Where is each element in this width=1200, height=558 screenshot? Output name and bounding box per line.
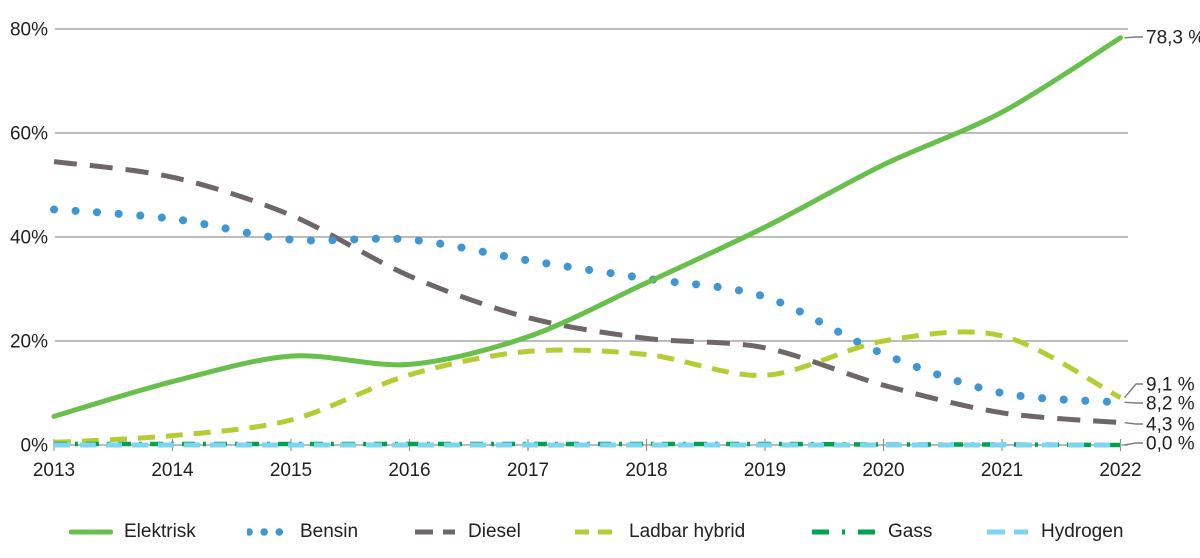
y-tick-label: 60% [10, 124, 48, 145]
end-label-leader-elektrisk [1124, 36, 1143, 39]
x-tick-label: 2018 [625, 460, 667, 481]
series-line-bensin [50, 205, 1125, 407]
legend-item-gass: Gass [810, 517, 932, 547]
legend-marker-diesel [415, 529, 455, 535]
legend-marker-gass [812, 529, 875, 535]
x-tick-label: 2019 [744, 460, 786, 481]
end-label-leader-diesel [1124, 421, 1143, 425]
legend-marker-ladbar-hybrid [575, 529, 616, 535]
legend-marker-bensin [247, 528, 289, 536]
end-value-label-diesel: 4,3 % [1146, 415, 1195, 436]
legend-item-diesel: Diesel [413, 517, 521, 547]
legend-label-hydrogen: Hydrogen [1041, 521, 1124, 542]
legend-item-bensin: Bensin [247, 517, 358, 547]
end-value-label-ladbar-hybrid: 9,1 % [1146, 375, 1195, 396]
legend-item-elektrisk: Elektrisk [69, 517, 196, 547]
x-tick-label: 2014 [151, 460, 194, 481]
legend-marker-hydrogen [987, 529, 1028, 535]
y-tick-label: 20% [10, 332, 48, 353]
series-line-elektrisk [51, 35, 1123, 419]
legend-item-hydrogen: Hydrogen [985, 517, 1123, 547]
legend-marker-elektrisk [69, 529, 113, 535]
x-tick-label: 2021 [981, 460, 1023, 481]
series-line-ladbar-hybrid [53, 329, 1122, 445]
end-label-leader-ladbar-hybrid [1123, 383, 1143, 399]
x-tick-label: 2022 [1099, 460, 1141, 481]
legend-label-ladbar-hybrid: Ladbar hybrid [629, 521, 746, 542]
end-label-leader-bensin [1124, 401, 1143, 404]
x-tick-label: 2017 [507, 460, 549, 481]
legend-label-elektrisk: Elektrisk [124, 521, 196, 542]
x-tick-label: 2013 [33, 460, 75, 481]
x-tick-label: 2020 [862, 460, 904, 481]
legend-label-diesel: Diesel [468, 521, 521, 542]
x-tick-label: 2016 [388, 460, 430, 481]
end-value-label-bensin: 8,2 % [1146, 394, 1195, 415]
legend-item-ladbar-hybrid: Ladbar hybrid [573, 517, 745, 547]
legend-label-bensin: Bensin [300, 521, 359, 542]
x-tick-label: 2015 [270, 460, 312, 481]
end-value-label-elektrisk: 78,3 % [1146, 28, 1200, 49]
end-label-leader-hydrogen [1124, 442, 1143, 446]
y-tick-label: 40% [10, 228, 48, 249]
series-line-diesel [53, 159, 1121, 426]
line-chart: 0% 20% 40% 60% 80% 2013 2014 2015 2016 2017 2018 20… [10, 20, 1200, 482]
legend: Elektrisk Bensin Diesel Ladbar hybrid Gass Hy… [0, 517, 1200, 547]
y-tick-label: 80% [10, 20, 48, 41]
y-tick-label: 0% [21, 436, 49, 457]
legend-label-gass: Gass [888, 521, 933, 542]
end-value-label-hydrogen: 0,0 % [1146, 434, 1195, 455]
